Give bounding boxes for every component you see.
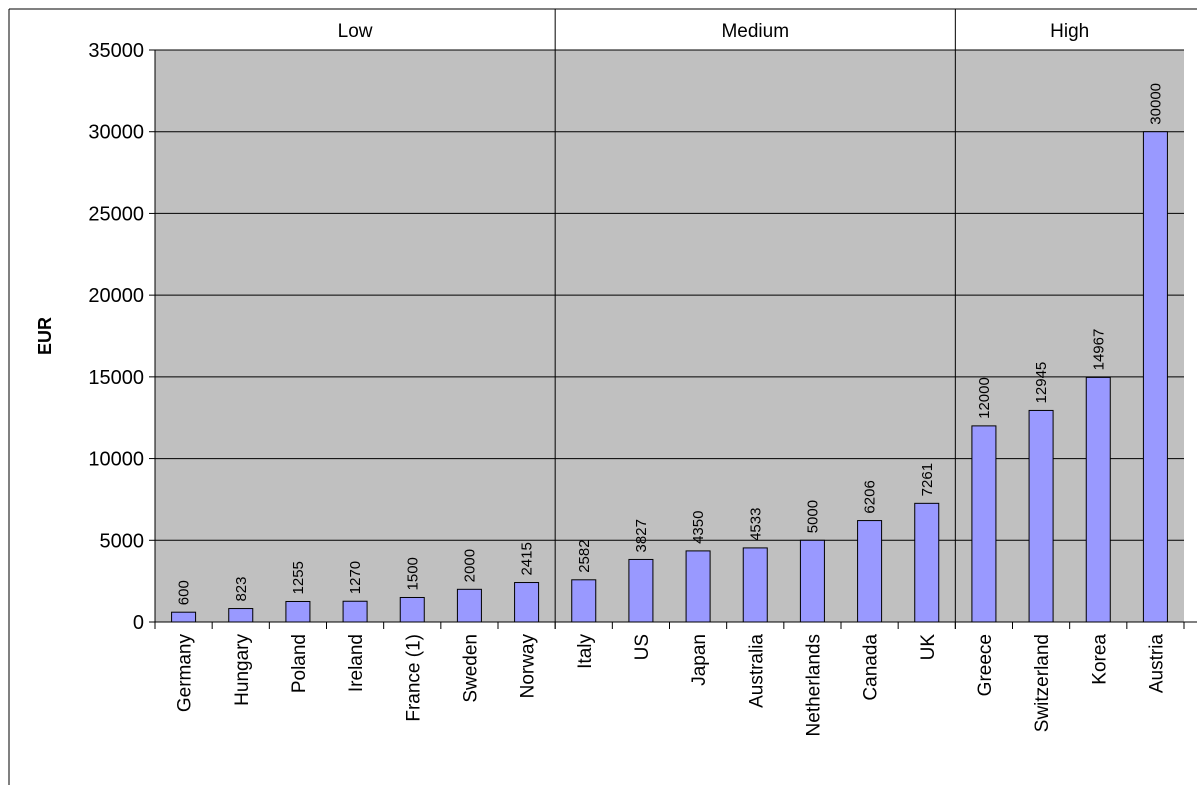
axes xyxy=(154,50,1197,623)
x-tick-label: Germany xyxy=(175,634,196,713)
data-label: 4350 xyxy=(690,511,707,544)
x-tick-label: Japan xyxy=(689,634,710,686)
x-tick-label: Sweden xyxy=(460,634,481,703)
bar xyxy=(228,608,254,623)
y-tick-label: 30000 xyxy=(88,122,144,144)
y-tick-label: 25000 xyxy=(88,203,144,225)
x-tick-label: Ireland xyxy=(346,634,367,692)
x-tick-label: Norway xyxy=(518,634,539,699)
data-label: 7261 xyxy=(919,463,936,496)
plot-area xyxy=(155,50,1184,622)
x-tick-label: Switzerland xyxy=(1032,634,1053,732)
data-label: 1255 xyxy=(290,561,307,594)
bar xyxy=(685,550,711,623)
gridlines xyxy=(155,49,1184,541)
bar xyxy=(342,600,368,623)
group-label: Medium xyxy=(721,21,789,42)
y-tick-label: 15000 xyxy=(88,367,144,389)
bar xyxy=(971,425,997,623)
bar xyxy=(1142,131,1168,623)
group-label: Low xyxy=(338,21,373,42)
data-label: 30000 xyxy=(1147,83,1164,125)
data-labels: 600 823 1255 1270 1500 2000 2415 2582 3827 4350 45… xyxy=(176,83,1165,605)
y-tick-label: 20000 xyxy=(88,285,144,307)
data-label: 1270 xyxy=(347,561,364,594)
x-tick-label: Netherlands xyxy=(803,634,824,736)
bar xyxy=(456,588,482,623)
y-tick-label: 35000 xyxy=(88,40,144,62)
x-tick-label: Canada xyxy=(861,634,882,701)
data-label: 2582 xyxy=(576,539,593,572)
x-tick-label: Italy xyxy=(575,634,596,669)
group-headers: Low Medium High xyxy=(338,9,1089,629)
bar xyxy=(514,582,540,623)
bar xyxy=(285,600,311,623)
data-label: 4533 xyxy=(747,508,764,541)
data-label: 823 xyxy=(233,577,250,602)
y-tick-label: 0 xyxy=(133,612,144,634)
x-tick-label: Greece xyxy=(975,634,996,696)
bar xyxy=(742,547,768,623)
data-label: 3827 xyxy=(633,519,650,552)
data-label: 14967 xyxy=(1090,329,1107,371)
x-tick-label: UK xyxy=(918,634,939,661)
bar xyxy=(914,502,940,623)
x-tick-label: Australia xyxy=(746,634,767,708)
x-axis-ticks: Germany Hungary Poland Ireland France (1) Swe… xyxy=(154,622,1185,736)
bar xyxy=(399,596,425,623)
x-tick-label: Austria xyxy=(1146,634,1167,694)
bar xyxy=(571,579,597,623)
x-tick-label: Hungary xyxy=(232,634,253,706)
y-axis-title: EUR xyxy=(35,317,55,355)
y-tick-label: 10000 xyxy=(88,449,144,471)
bar xyxy=(1085,376,1111,623)
data-label: 6206 xyxy=(862,480,879,513)
data-label: 2000 xyxy=(461,549,478,582)
data-label: 1500 xyxy=(404,557,421,590)
group-label: High xyxy=(1050,21,1089,42)
bar xyxy=(171,611,197,623)
bar xyxy=(628,558,654,623)
bar xyxy=(1028,409,1054,623)
data-label: 12945 xyxy=(1033,362,1050,404)
bars xyxy=(171,131,1168,623)
data-label: 12000 xyxy=(976,377,993,419)
x-tick-label: US xyxy=(632,634,653,660)
x-tick-label: Poland xyxy=(289,634,310,693)
data-label: 5000 xyxy=(804,500,821,533)
bar xyxy=(799,539,825,623)
x-tick-label: Korea xyxy=(1089,634,1110,685)
data-label: 2415 xyxy=(519,542,536,575)
data-label: 600 xyxy=(176,580,193,605)
bar xyxy=(857,520,883,623)
y-axis-ticks: 0 5000 10000 15000 20000 25000 30000 35000 xyxy=(88,40,155,634)
x-tick-label: France (1) xyxy=(403,634,424,722)
y-tick-label: 5000 xyxy=(100,530,145,552)
